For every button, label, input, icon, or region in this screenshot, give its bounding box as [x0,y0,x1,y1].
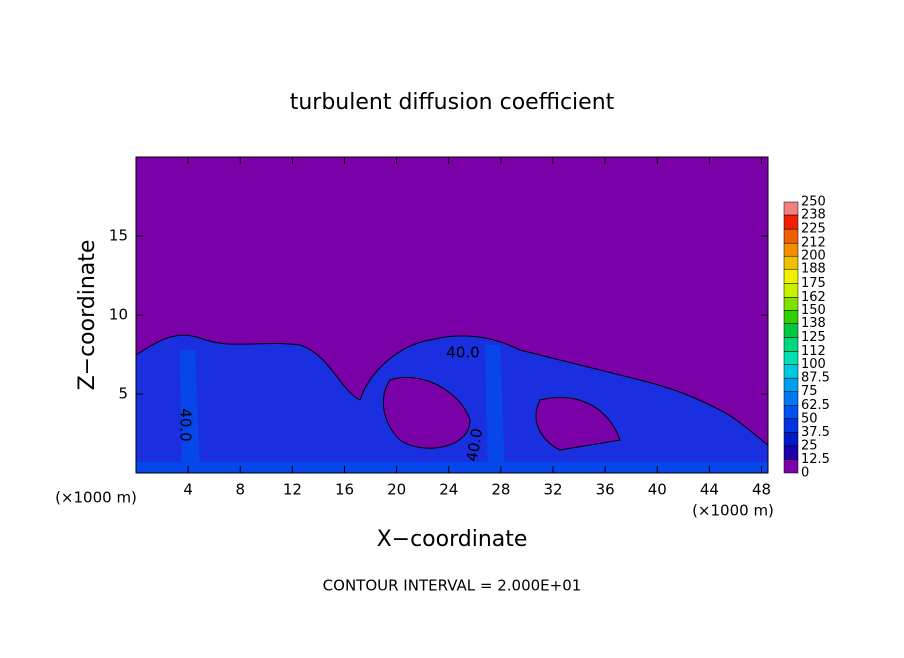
colorbar-cell [783,351,799,365]
colorbar-label: 188 [801,262,826,277]
colorbar-cell [783,432,799,447]
colorbar-cell [783,297,799,311]
colorbar-cell [783,228,799,244]
colorbar-label: 0 [801,466,809,481]
field-blob [382,376,621,451]
colorbar-cell [783,445,799,460]
colorbar-cell [783,268,799,284]
x-tick-label: 28 [491,481,510,499]
x-unit: (×1000 m) [692,502,774,520]
colorbar-cell [783,377,799,392]
y-unit: (×1000 m) [55,489,137,507]
colorbar-label: 238 [801,208,826,223]
x-tick-label: 8 [235,481,245,499]
colorbar-label: 175 [801,276,826,291]
x-tick-label: 48 [752,481,771,499]
colorbar-cell [783,418,799,433]
x-tick-label: 36 [596,481,615,499]
colorbar-label: 62.5 [801,398,830,413]
x-tick-label: 16 [335,481,354,499]
contour-label: 40.0 [446,344,479,362]
x-tick-label: 12 [283,481,302,499]
colorbar-label: 75 [801,384,818,399]
x-tick-label: 40 [648,481,667,499]
colorbar-label: 125 [801,330,826,345]
colorbar-label: 225 [801,222,826,237]
x-tick-label: 4 [183,481,193,499]
x-tick-label: 20 [387,481,406,499]
x-tick-label: 44 [700,481,719,499]
colorbar-cell [783,255,799,270]
colorbar-label: 87.5 [801,371,830,386]
colorbar-label: 112 [801,344,826,359]
colorbar-label: 25 [801,438,818,453]
colorbar-label: 150 [801,303,826,318]
colorbar-cell [783,323,799,338]
colorbar-cell [783,405,799,420]
footer: CONTOUR INTERVAL = 2.000E+01 [323,577,582,595]
chart-title: turbulent diffusion coefficient [290,90,615,115]
field-blob [136,345,768,473]
colorbar-label: 250 [801,195,826,210]
x-axis-label: X−coordinate [377,527,528,552]
colorbar-label: 12.5 [801,452,830,467]
y-tick-label: 5 [118,385,128,403]
colorbar-cell [783,214,799,230]
colorbar-cell [783,459,799,474]
colorbar-label: 138 [801,316,826,331]
colorbar-cell [783,242,799,257]
colorbar-cell [783,337,799,352]
colorbar-label: 50 [801,411,818,426]
x-tick-label: 24 [439,481,458,499]
colorbar-cell [783,201,799,216]
colorbar-cell [783,364,799,379]
contour-label: 40.0 [463,427,487,463]
y-axis-label: Z−coordinate [75,240,100,391]
colorbar-label: 100 [801,357,826,372]
colorbar-label: 162 [801,290,826,305]
x-tick-label: 32 [543,481,562,499]
colorbar-label: 212 [801,236,826,251]
colorbar-cell [783,391,799,406]
y-tick-label: 15 [109,227,128,245]
y-tick-label: 10 [109,306,128,324]
colorbar-label: 200 [801,249,826,264]
contour-label: 40.0 [177,408,195,441]
colorbar-cell [783,310,799,324]
colorbar-label: 37.5 [801,425,830,440]
colorbar-cell [783,283,799,298]
